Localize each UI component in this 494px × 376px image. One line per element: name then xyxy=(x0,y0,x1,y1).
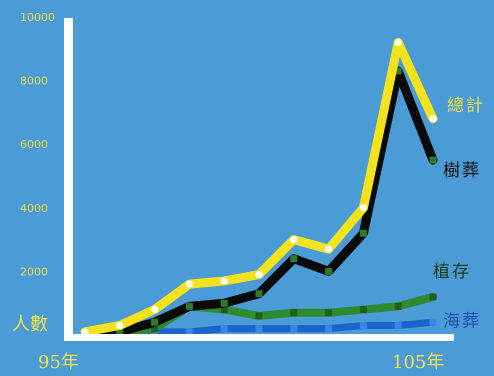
data-point xyxy=(394,38,402,46)
y-tick-label: 8000 xyxy=(20,75,48,88)
data-point xyxy=(359,321,367,329)
x-tick-label: 95年 xyxy=(38,352,79,373)
y-tick-label: 2000 xyxy=(20,265,48,278)
data-point xyxy=(359,229,367,237)
data-point xyxy=(290,236,298,244)
series-label: 樹葬 xyxy=(443,161,481,181)
data-point xyxy=(151,318,159,326)
y-axis-ticks: 10000 8000 6000 4000 2000 xyxy=(20,11,55,278)
x-axis-ticks: 95年 105年 xyxy=(38,352,444,373)
data-point xyxy=(185,302,193,310)
data-point xyxy=(255,290,263,298)
data-point xyxy=(394,302,402,310)
data-point xyxy=(255,271,263,279)
y-axis-line xyxy=(64,18,73,340)
data-point xyxy=(255,325,263,333)
data-point xyxy=(290,325,298,333)
data-point xyxy=(185,280,193,288)
series-lines xyxy=(80,37,438,340)
data-point xyxy=(220,325,228,333)
data-point xyxy=(255,312,263,320)
data-point xyxy=(394,321,402,329)
data-point xyxy=(290,255,298,263)
series-label: 總計 xyxy=(447,96,485,116)
data-point xyxy=(325,309,333,317)
data-point xyxy=(429,318,437,326)
y-axis-label: 人數 xyxy=(12,314,48,335)
data-point xyxy=(429,115,437,123)
data-point xyxy=(151,306,159,314)
x-axis-line xyxy=(64,334,454,341)
data-point xyxy=(185,328,193,336)
data-point xyxy=(81,328,89,336)
data-point xyxy=(325,245,333,253)
x-tick-label: 105年 xyxy=(392,352,444,373)
y-tick-label: 4000 xyxy=(20,202,48,215)
data-point xyxy=(359,204,367,212)
y-tick-label: 6000 xyxy=(20,138,48,151)
data-point xyxy=(290,309,298,317)
data-point xyxy=(220,299,228,307)
data-point xyxy=(429,293,437,301)
data-point xyxy=(116,321,124,329)
data-point xyxy=(325,267,333,275)
data-point xyxy=(220,277,228,285)
series-label: 海葬 xyxy=(443,311,481,331)
data-point xyxy=(325,325,333,333)
data-point xyxy=(429,156,437,164)
data-point xyxy=(359,306,367,314)
series-label: 植存 xyxy=(433,262,471,282)
axes xyxy=(64,18,454,341)
y-tick-label: 10000 xyxy=(20,11,55,24)
